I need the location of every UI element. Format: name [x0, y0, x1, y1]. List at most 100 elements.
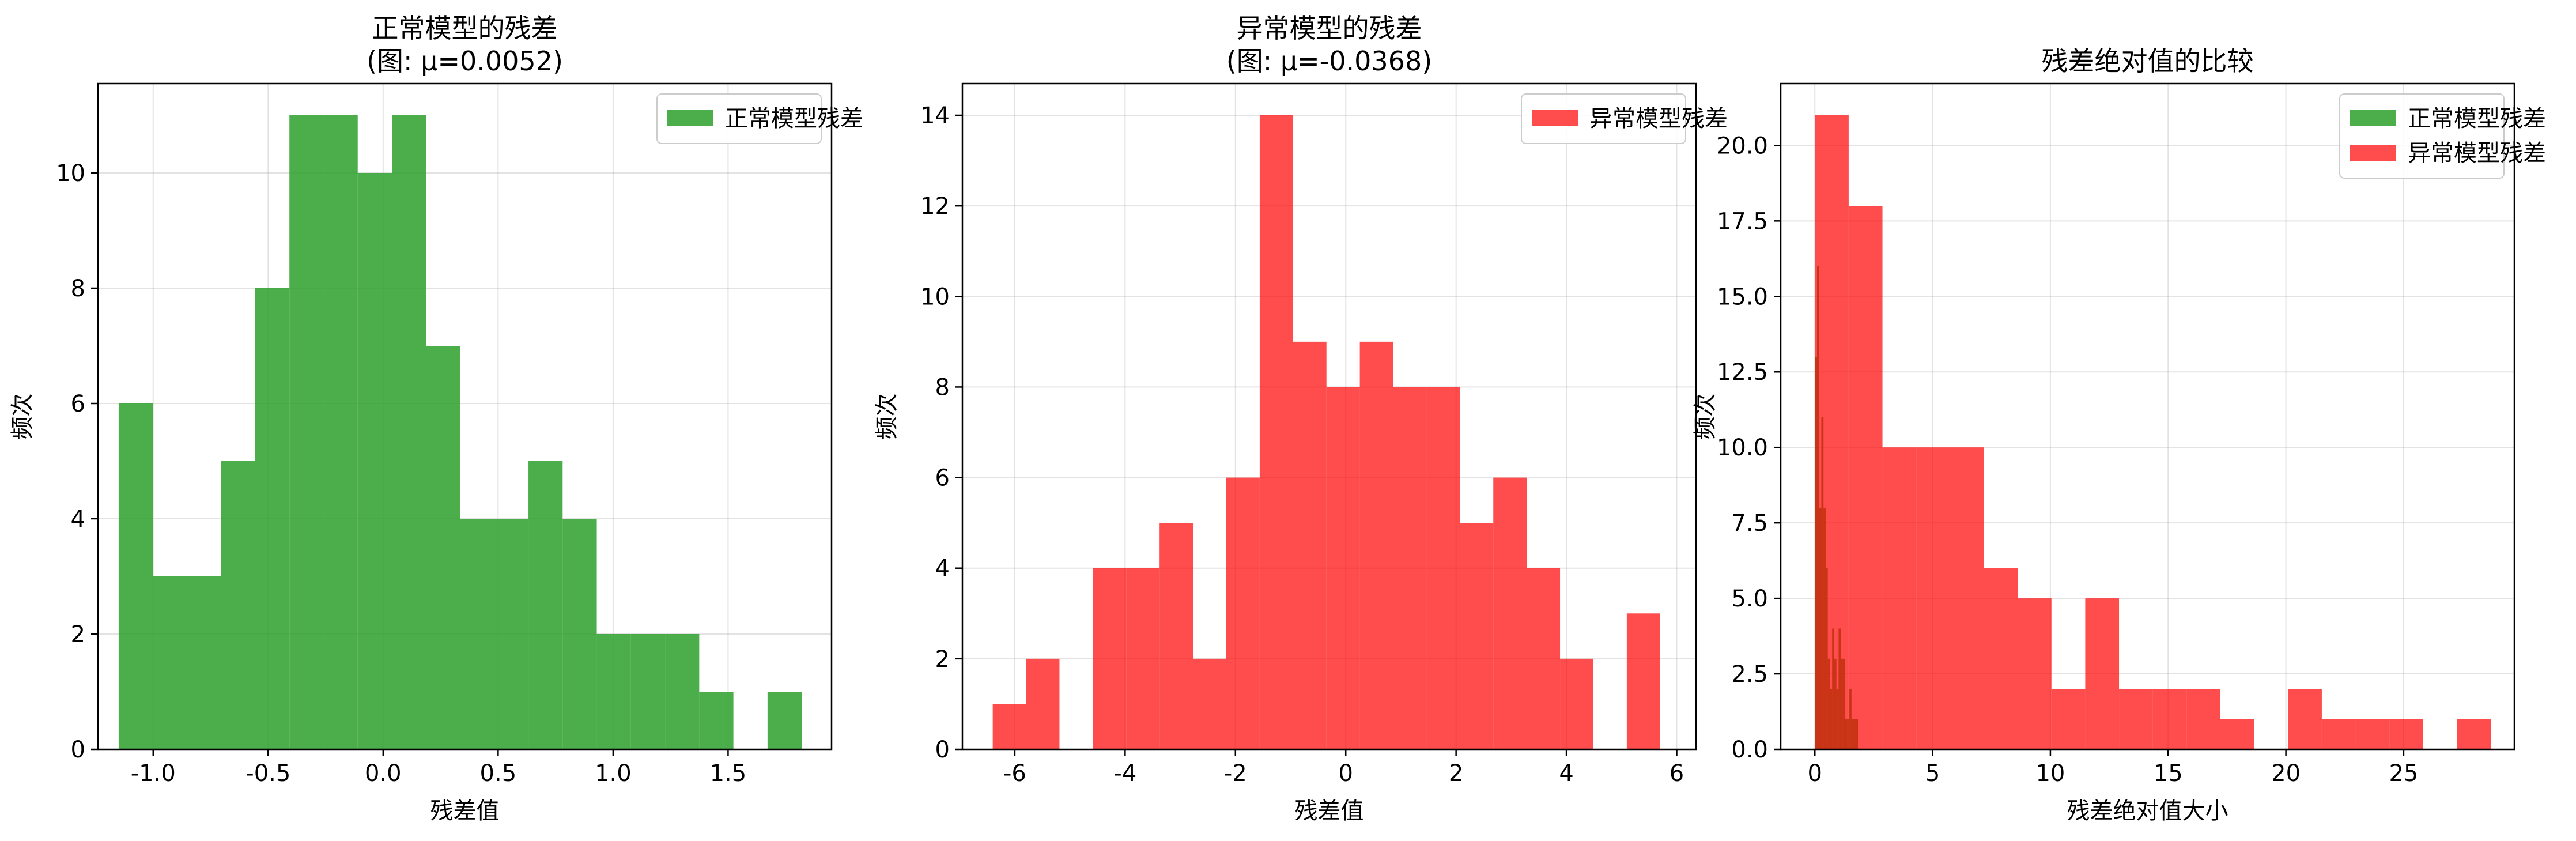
histogram-bar: [2119, 689, 2153, 749]
legend-swatch: [2350, 145, 2396, 161]
histogram-bar: [1527, 568, 1561, 749]
x-tick-label: 4: [1559, 760, 1573, 787]
y-tick-label: 0: [935, 737, 950, 763]
histogram-bar: [1159, 523, 1193, 749]
series-2-bars: [1815, 115, 2491, 750]
histogram-bar: [1226, 477, 1260, 749]
chart-title: 残差绝对值的比较: [2042, 46, 2254, 77]
legend-box: [656, 93, 822, 144]
histogram-bar: [528, 461, 563, 749]
y-tick-label: 2: [935, 646, 950, 673]
x-tick-label: 10: [2035, 760, 2065, 787]
histogram-bar: [1393, 387, 1427, 749]
x-tick-label: 5: [1925, 760, 1940, 787]
plot-frame: [97, 82, 833, 751]
x-tick-label: 2: [1449, 760, 1463, 787]
histogram-bar: [596, 634, 631, 749]
histogram-bar: [1326, 387, 1360, 749]
y-tick-label: 6: [935, 465, 950, 492]
y-tick-label: 4: [935, 556, 950, 582]
legend-entry-label: 异常模型残差: [2408, 140, 2546, 167]
series-1-bars: [992, 115, 1660, 749]
y-tick-label: 6: [71, 391, 85, 417]
histogram-bar: [289, 115, 324, 749]
histogram-bar: [1815, 115, 1849, 749]
x-tick-label: 20: [2271, 760, 2301, 787]
x-axis-label: 残差绝对值大小: [2067, 798, 2228, 824]
histogram-bar: [1560, 658, 1593, 749]
histogram-bar: [992, 704, 1026, 749]
legend-entry-label: 正常模型残差: [725, 105, 863, 132]
x-tick-label: 1.5: [710, 760, 747, 787]
y-axis-label: 频次: [1692, 394, 1718, 440]
y-tick-label: 15.0: [1717, 284, 1768, 310]
y-axis-label: 频次: [9, 394, 36, 440]
legend-entry-label: 正常模型残差: [2408, 105, 2546, 132]
histogram-bar: [767, 692, 802, 749]
histogram-bar: [2457, 719, 2491, 749]
x-tick-label: -6: [1003, 760, 1026, 787]
histogram-bar: [1626, 613, 1660, 749]
chart-subtitle: (图: μ=0.0052): [367, 46, 563, 77]
histogram-bar: [562, 519, 597, 749]
legend-swatch: [667, 110, 713, 126]
series-1-bars: [118, 115, 802, 749]
histogram-bar: [1848, 206, 1883, 750]
x-tick-label: 15: [2154, 760, 2183, 787]
legend-box: [1521, 93, 1686, 144]
histogram-bar: [255, 288, 290, 749]
x-tick-label: 0.0: [365, 760, 402, 787]
histogram-bar: [391, 115, 426, 749]
y-tick-label: 10.0: [1717, 435, 1768, 461]
x-tick-label: 0.5: [480, 760, 517, 787]
y-tick-label: 8: [71, 276, 85, 302]
histogram-bar: [153, 576, 187, 749]
y-tick-label: 10: [920, 284, 950, 310]
histogram-bar: [1193, 658, 1226, 749]
y-tick-label: 0.0: [1731, 737, 1768, 763]
histogram-bar: [2051, 689, 2086, 749]
x-tick-label: -2: [1224, 760, 1247, 787]
x-tick-label: 25: [2389, 760, 2418, 787]
x-tick-label: 6: [1670, 760, 1684, 787]
chart-panel-2: -6 -4 -2 0 2 4 6 0 2 4 6 8 10 12 14 残差值 频次 异常模型的残差(图: μ=-…: [874, 13, 1728, 824]
chart-title: 正常模型的残差: [372, 13, 558, 44]
y-tick-label: 20.0: [1717, 133, 1768, 159]
histogram-bar: [426, 346, 460, 749]
y-tick-label: 4: [71, 506, 85, 533]
legend-swatch: [2350, 110, 2396, 126]
chart-panel-1: -1.0 -0.5 0.0 0.5 1.0 1.5 0 2 4 6 8 10 残差值 频次 正常模型的残差(…: [9, 13, 863, 824]
histogram-bar: [2288, 689, 2322, 749]
chart-panel-3: 0 5 10 15 20 25 0.0 2.5 5.0 7.5 10.0 12.5 15.0 17.5 20…: [1692, 46, 2546, 824]
chart-subtitle: (图: μ=-0.0368): [1226, 46, 1432, 77]
histogram-bar: [1493, 477, 1527, 749]
histogram-bar: [699, 692, 734, 749]
x-tick-label: 0: [1338, 760, 1353, 787]
legend-swatch: [1532, 110, 1578, 126]
x-tick-label: -1.0: [131, 760, 176, 787]
x-tick-label: 1.0: [595, 760, 632, 787]
x-tick-label: 0: [1808, 760, 1822, 787]
histogram-bar: [1026, 658, 1060, 749]
histogram-bar: [665, 634, 700, 749]
plot-frame: [961, 82, 1697, 751]
histogram-bar: [1093, 568, 1127, 749]
y-tick-label: 14: [920, 103, 950, 129]
histogram-bar: [357, 173, 392, 749]
histogram-bar: [460, 519, 494, 749]
histogram-bar: [1882, 447, 1917, 749]
histogram-bar: [1916, 447, 1950, 749]
y-axis-label: 频次: [874, 394, 900, 440]
y-tick-label: 7.5: [1731, 510, 1768, 537]
histogram-bar: [1126, 568, 1160, 749]
histogram-bar: [1950, 447, 1984, 749]
histogram-bar: [2321, 719, 2356, 749]
x-tick-label: -0.5: [245, 760, 290, 787]
histogram-bar: [2220, 719, 2254, 749]
histogram-bar: [1426, 387, 1460, 749]
histogram-bar: [118, 403, 153, 749]
histogram-bar: [323, 115, 358, 749]
x-axis-label: 残差值: [430, 798, 500, 824]
histogram-bar: [2018, 598, 2052, 749]
